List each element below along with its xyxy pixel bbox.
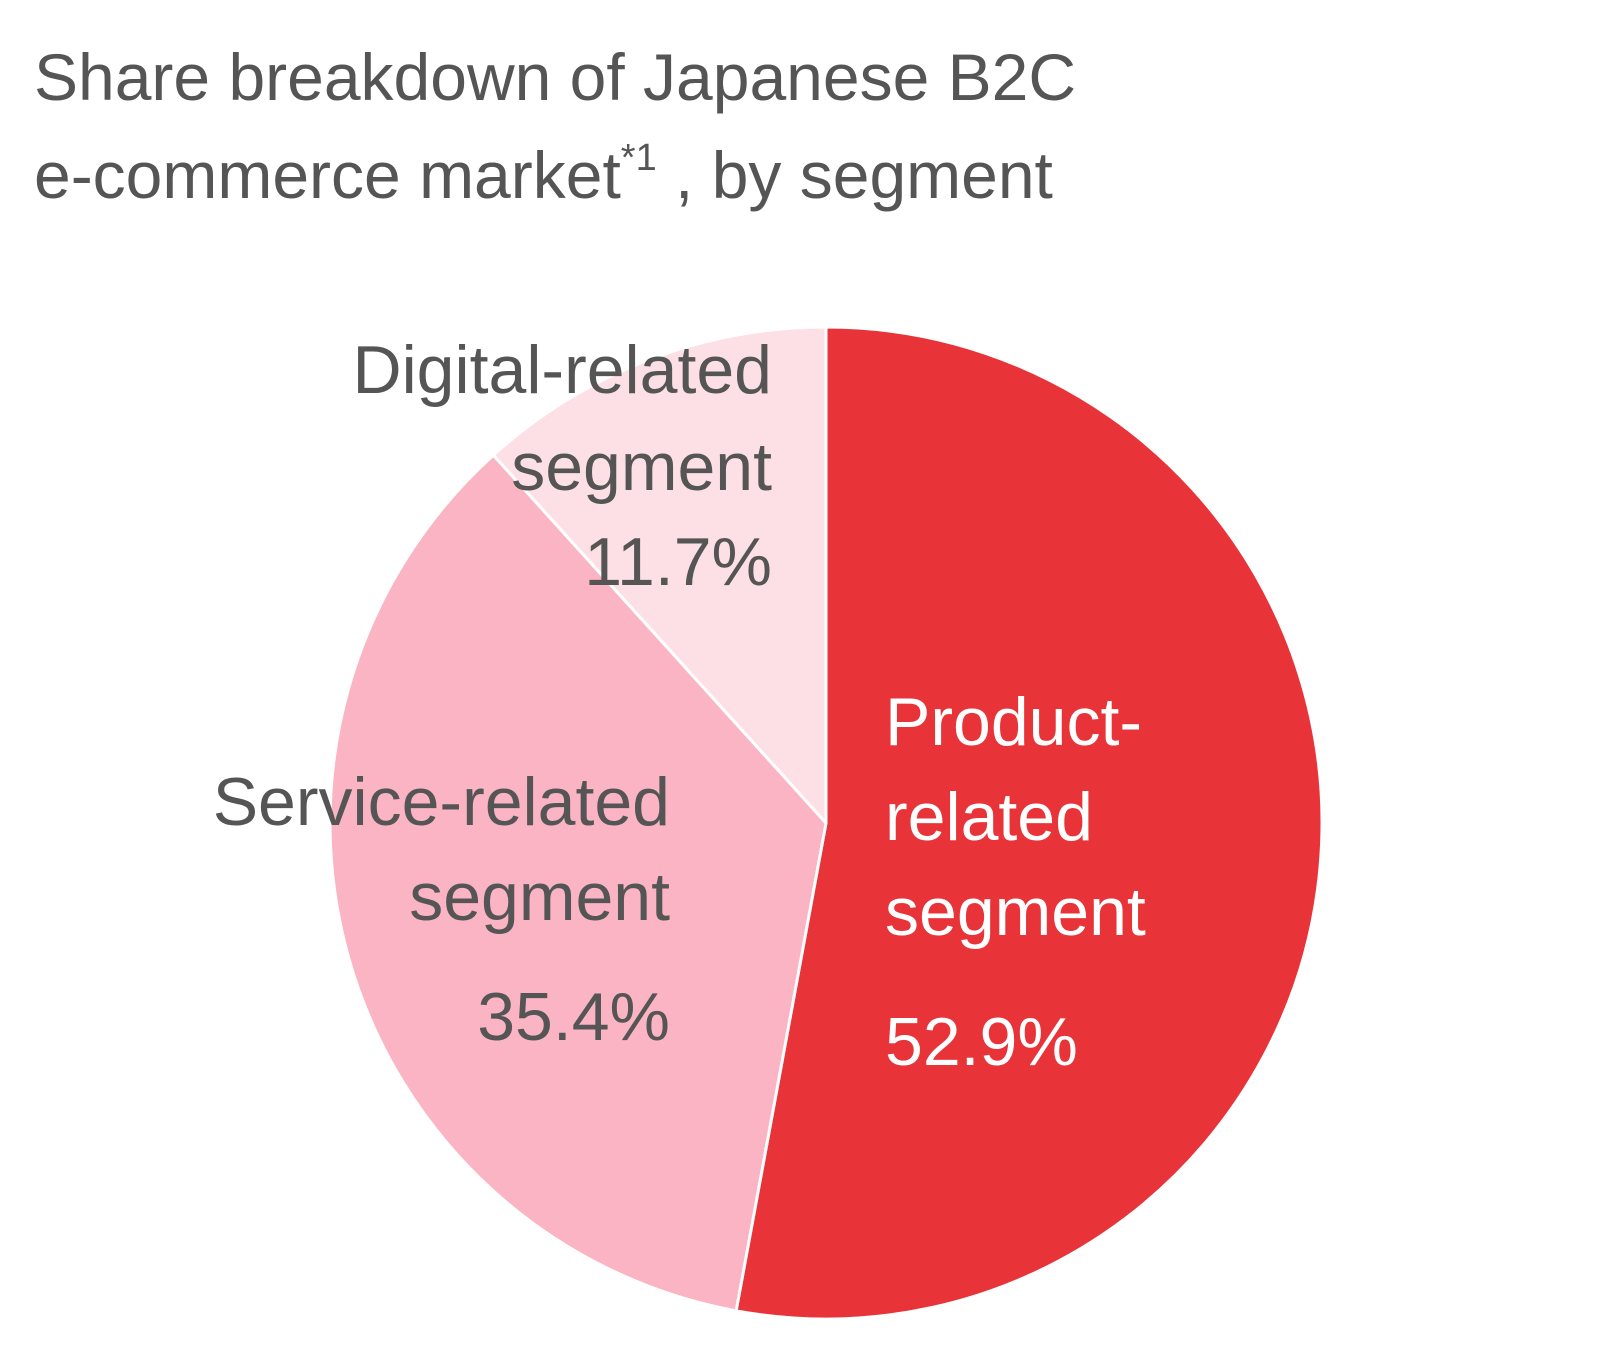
title-line-1: Share breakdown of Japanese B2C <box>34 40 1077 114</box>
slice-labels: Product-related segment 52.9% Service-relat… <box>213 332 1146 1080</box>
slice-value-service-related-segment: 35.4% <box>477 979 670 1055</box>
pie-slices <box>328 325 1324 1321</box>
slice-label-digital-related-segment: Digital-related segment <box>352 332 772 505</box>
pie-slice-service-related-segment <box>328 453 828 1313</box>
title-line-2-end: , by segment <box>656 138 1053 212</box>
footnote-marker: *1 <box>620 137 657 179</box>
pie-slice-digital-related-segment <box>491 325 828 825</box>
title-line-2: e-commerce market <box>34 138 621 212</box>
chart-title: Share breakdown of Japanese B2C e-commer… <box>34 28 1076 224</box>
slice-label-product-related-segment: Product-related segment <box>885 684 1146 950</box>
slice-label-service-related-segment: Service-related segment <box>213 764 670 935</box>
slice-value-product-related-segment: 52.9% <box>885 1004 1078 1080</box>
pie-slice-product-related-segment <box>734 325 1324 1321</box>
slice-value-digital-related-segment: 11.7% <box>584 524 772 600</box>
